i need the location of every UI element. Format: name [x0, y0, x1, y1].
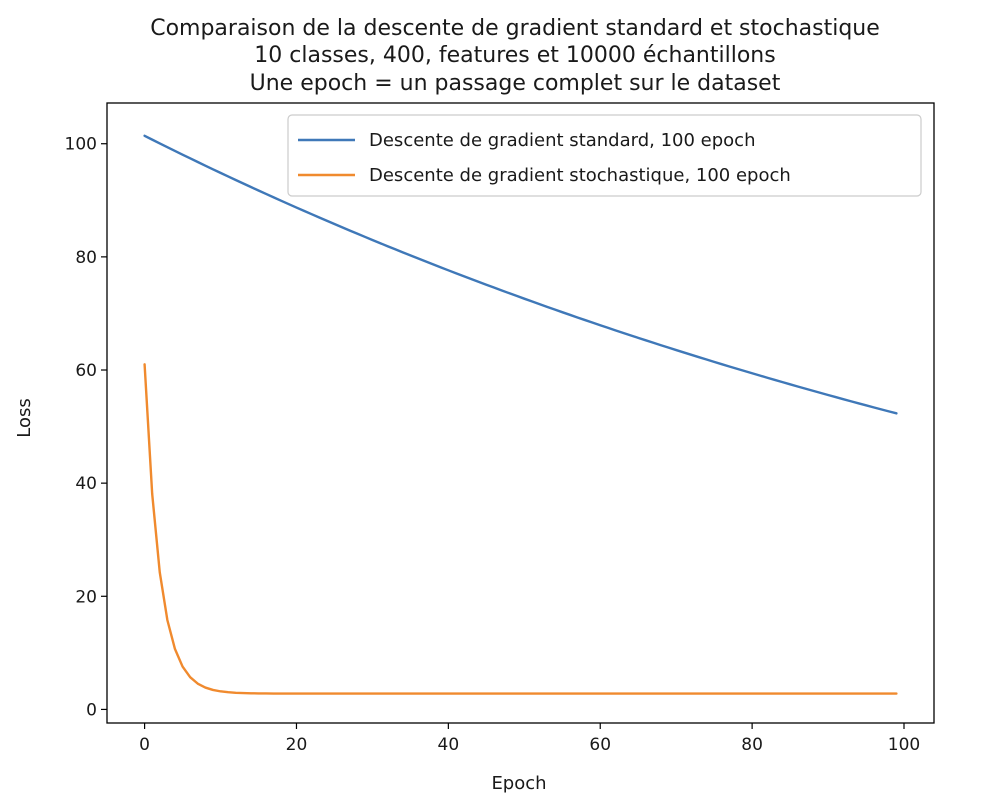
x-tick-label: 20 [286, 735, 308, 755]
chart-title-line-1: Comparaison de la descente de gradient s… [150, 16, 880, 41]
legend-label-stochastic: Descente de gradient stochastique, 100 e… [369, 165, 791, 186]
plot-frame [106, 102, 935, 724]
legend-label-standard: Descente de gradient standard, 100 epoch [369, 130, 756, 151]
ticks-layer: 0 20 40 60 80 100 0 20 40 60 80 100 [65, 135, 921, 755]
x-tick-label: 60 [589, 735, 611, 755]
chart-title-line-2: 10 classes, 400, features et 10000 échan… [254, 43, 775, 68]
y-tick-label: 0 [86, 700, 97, 720]
y-tick-label: 60 [75, 361, 97, 381]
y-tick-label: 20 [75, 587, 97, 607]
x-tick-label: 80 [741, 735, 763, 755]
chart-title: Comparaison de la descente de gradient s… [150, 16, 880, 96]
y-axis-title: Loss [14, 398, 35, 437]
y-tick-label: 40 [75, 474, 97, 494]
x-tick-label: 40 [438, 735, 460, 755]
x-tick-label: 100 [888, 735, 920, 755]
legend: Descente de gradient standard, 100 epoch… [287, 114, 922, 197]
y-tick-label: 80 [75, 248, 97, 268]
series-line-stochastic [143, 363, 898, 695]
chart-title-line-3: Une epoch = un passage complet sur le da… [250, 71, 781, 96]
legend-box [287, 114, 922, 197]
y-tick-label: 100 [65, 135, 97, 155]
x-axis-title: Epoch [491, 773, 546, 794]
x-tick-label: 0 [139, 735, 150, 755]
series-line-standard [143, 134, 898, 415]
series-layer [143, 134, 898, 695]
